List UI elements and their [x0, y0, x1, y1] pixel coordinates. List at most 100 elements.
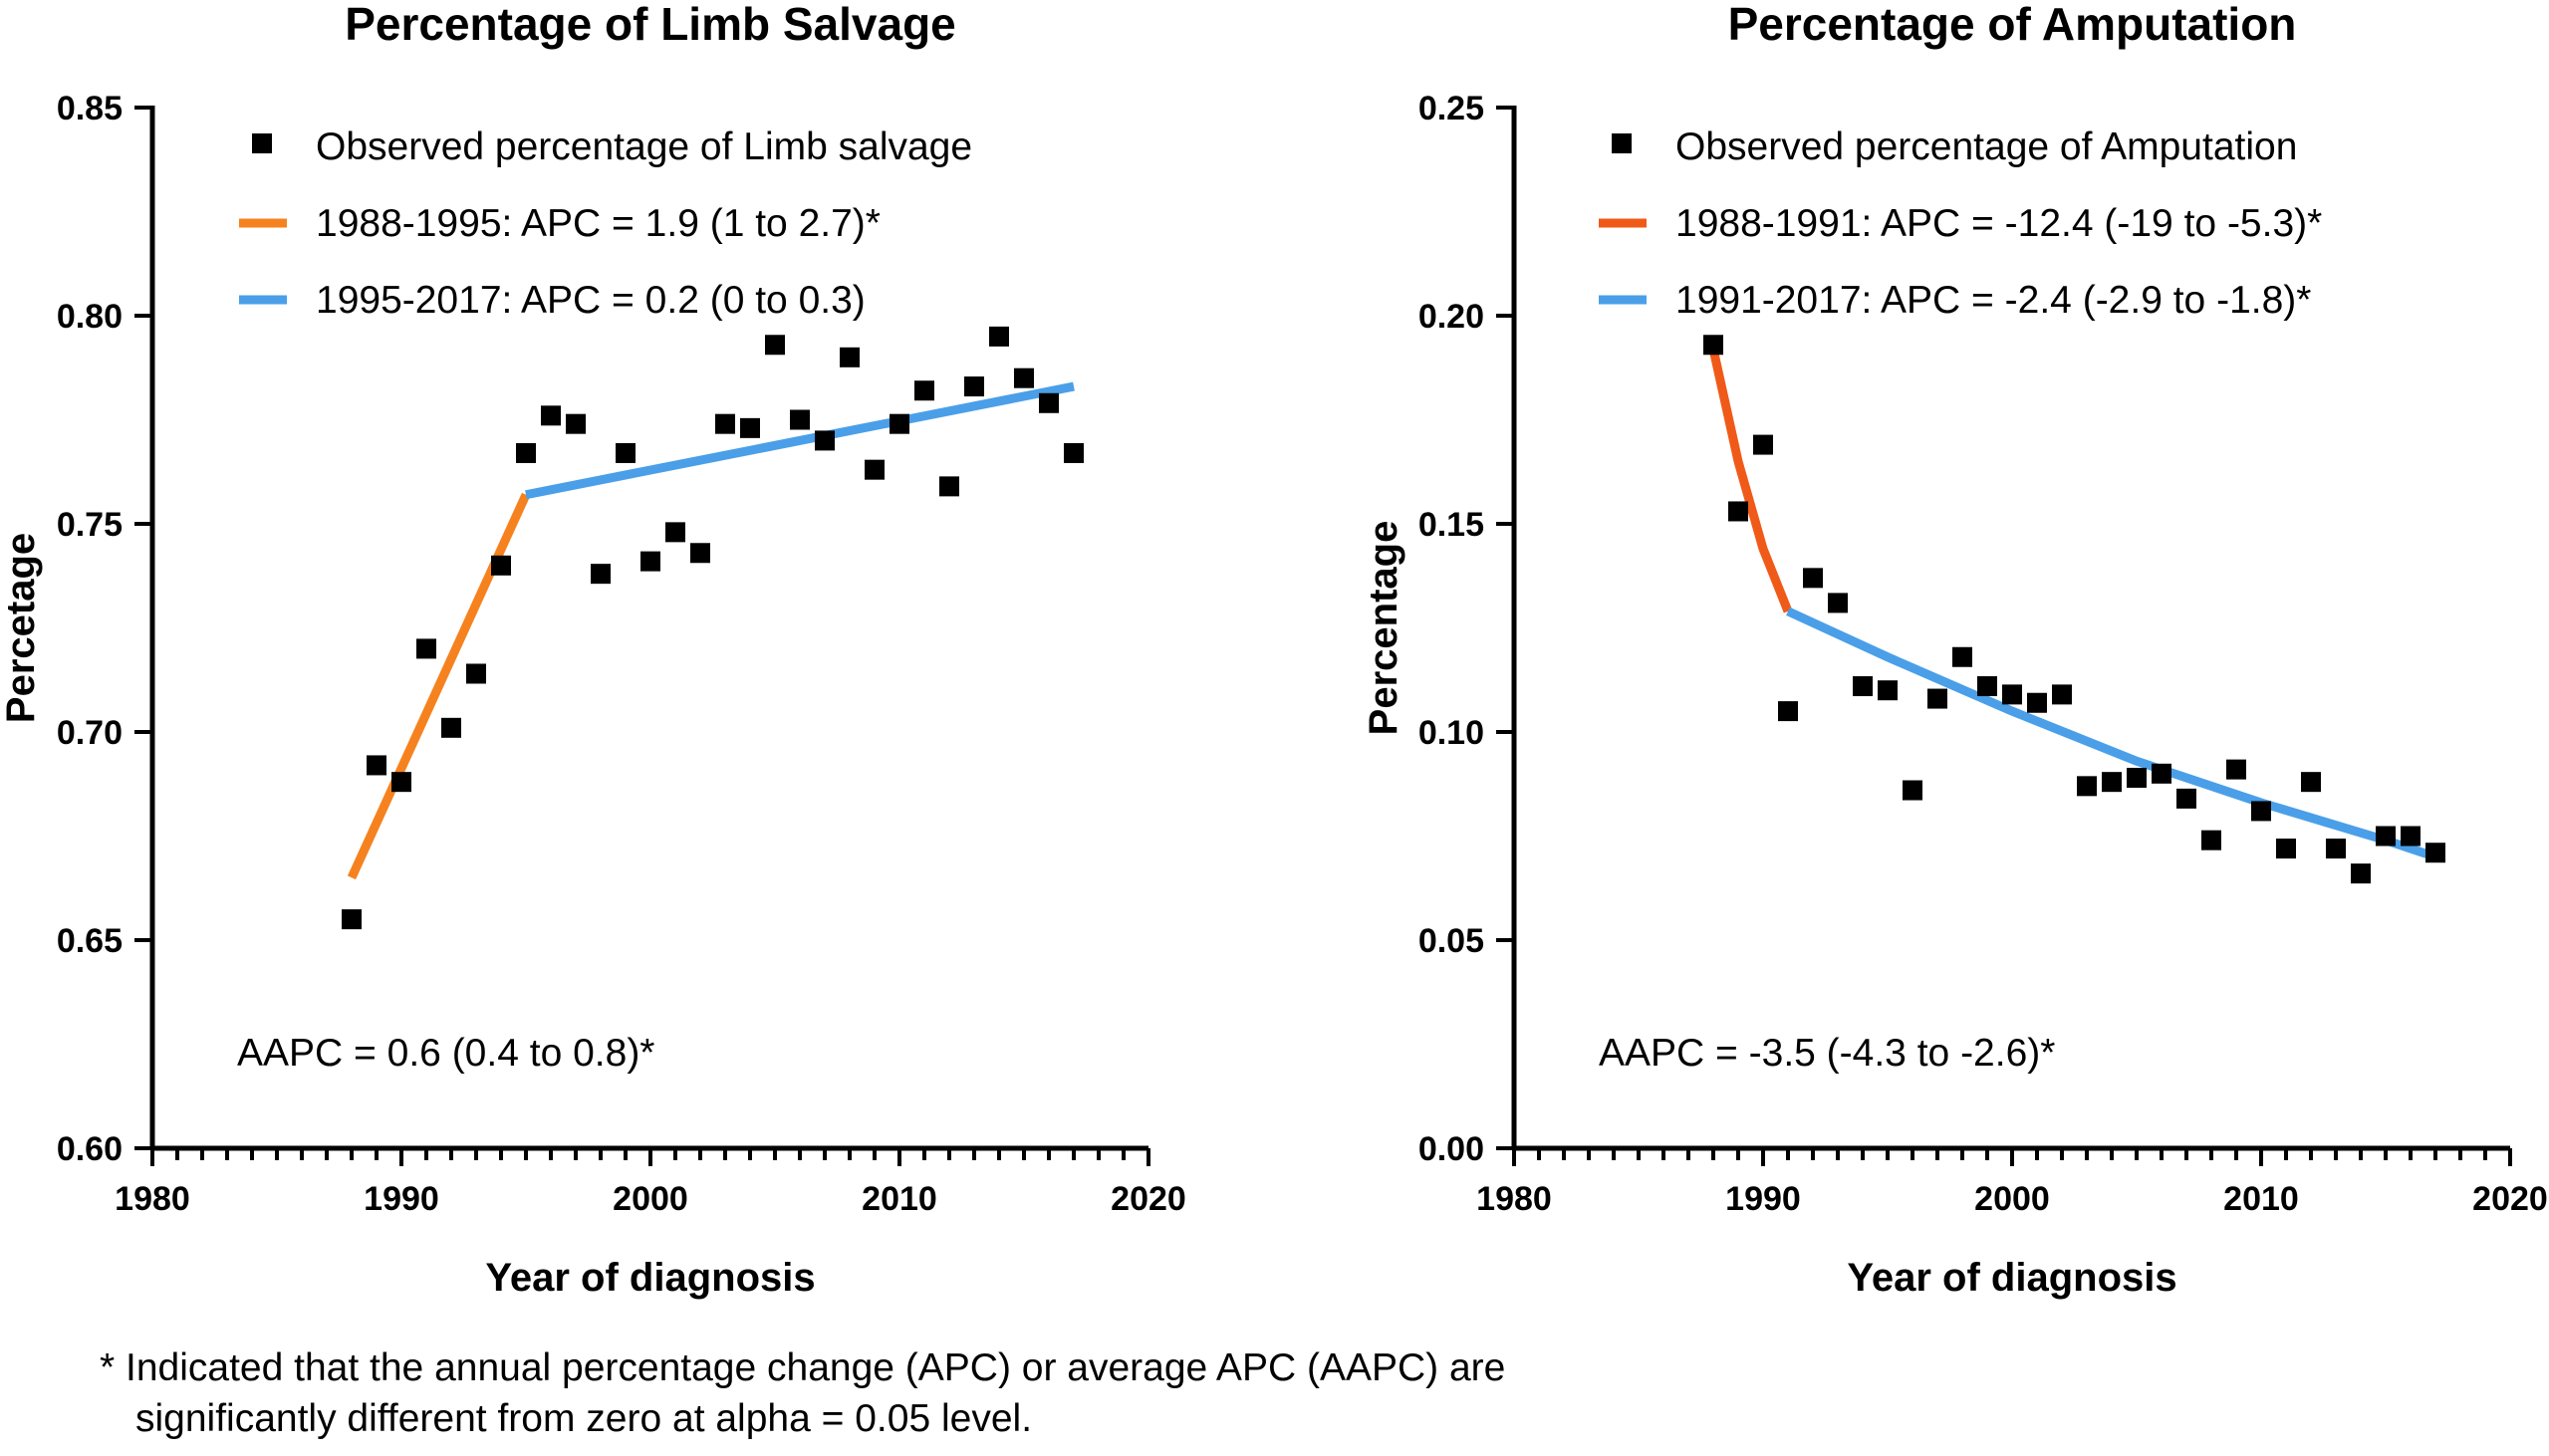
amputation-y-tick-label: 0.20 [1418, 298, 1484, 336]
amputation-data-point [1803, 568, 1823, 589]
limb-y-tick-label: 0.65 [57, 922, 123, 960]
limb-y-tick-label: 0.60 [57, 1130, 123, 1168]
amputation-data-point [2201, 830, 2221, 850]
amputation-chart-title: Percentage of Amputation [1728, 0, 2297, 50]
limb-data-point [616, 442, 636, 463]
amputation-data-point [2226, 759, 2246, 780]
amputation-data-point [2002, 684, 2022, 705]
amputation-y-axis-title: Percentage [1362, 521, 1405, 736]
limb-data-point [840, 347, 860, 367]
amputation-y-tick-label: 0.15 [1418, 506, 1484, 544]
limb-data-point [914, 380, 934, 401]
amputation-trend-line-2 [1786, 607, 2437, 861]
limb-x-tick-label: 2000 [613, 1180, 688, 1218]
limb-data-point [939, 476, 959, 497]
limb-x-tick-label: 2020 [1111, 1180, 1186, 1218]
limb-data-point [865, 459, 885, 480]
limb-chart-title: Percentage of Limb Salvage [345, 0, 956, 50]
limb-data-point [566, 413, 586, 434]
limb-data-point [416, 638, 436, 659]
limb-data-point [815, 430, 835, 451]
amputation-trend-line-1 [1708, 348, 1793, 613]
amputation-data-point [1952, 646, 1972, 667]
limb-legend-label: 1995-2017: APC = 0.2 (0 to 0.3) [316, 279, 866, 322]
amputation-data-point [2301, 772, 2321, 793]
footnote: * Indicated that the annual percentage c… [100, 1342, 1505, 1444]
limb-trend-line-2 [525, 381, 1075, 500]
limb-y-axis-title: Percetage [0, 533, 43, 723]
amputation-chart: Percentage of Amputation 0.00 0.05 0.10 0.15… [1362, 0, 2548, 1300]
amputation-data-point [1728, 501, 1748, 522]
amputation-data-point [2127, 767, 2147, 788]
limb-y-tick-label: 0.85 [57, 90, 123, 127]
amputation-y-tick-label: 0.00 [1418, 1130, 1484, 1168]
amputation-legend-label: 1991-2017: APC = -2.4 (-2.9 to -1.8)* [1675, 279, 2311, 322]
amputation-y-tick-label: 0.10 [1418, 714, 1484, 752]
limb-data-point [690, 543, 710, 564]
amputation-x-tick-label: 2010 [2223, 1180, 2299, 1218]
amputation-data-point [2376, 826, 2396, 847]
amputation-data-point [2425, 843, 2445, 863]
limb-data-point [466, 663, 486, 684]
amputation-y-tick-label: 0.05 [1418, 922, 1484, 960]
limb-data-point [989, 326, 1009, 347]
limb-legend-label: Observed percentage of Limb salvage [316, 125, 972, 168]
limb-data-point [516, 442, 536, 463]
amputation-legend-marker-points [1612, 133, 1632, 153]
footnote-line-2: significantly different from zero at alp… [135, 1397, 1033, 1440]
limb-x-axis-title: Year of diagnosis [485, 1256, 815, 1300]
limb-aapc-annotation: AAPC = 0.6 (0.4 to 0.8)* [237, 1032, 654, 1075]
amputation-data-point [2176, 788, 2196, 809]
limb-data-point [890, 413, 909, 434]
limb-data-point [342, 909, 362, 930]
limb-data-point [591, 564, 611, 585]
limb-data-point [1064, 442, 1084, 463]
amputation-data-point [2077, 776, 2097, 797]
limb-data-point [665, 522, 685, 543]
amputation-x-tick-label: 1990 [1725, 1180, 1801, 1218]
amputation-data-point [1753, 434, 1773, 455]
amputation-data-point [1853, 676, 1873, 697]
limb-legend-label: 1988-1995: APC = 1.9 (1 to 2.7)* [316, 202, 881, 245]
limb-data-point [391, 772, 411, 793]
amputation-data-point [2102, 772, 2122, 793]
limb-legend-marker-points [252, 133, 272, 153]
limb-data-point [790, 409, 810, 430]
limb-x-tick-label: 1990 [364, 1180, 439, 1218]
amputation-data-point [1927, 688, 1947, 709]
amputation-x-tick-label: 1980 [1476, 1180, 1552, 1218]
amputation-legend-label: Observed percentage of Amputation [1675, 125, 2297, 168]
limb-data-point [765, 335, 785, 356]
limb-data-point [541, 405, 561, 426]
amputation-data-point [2152, 763, 2171, 784]
amputation-x-axis-title: Year of diagnosis [1847, 1256, 2176, 1300]
amputation-x-tick-label: 2000 [1974, 1180, 2050, 1218]
limb-x-tick-label: 1980 [115, 1180, 190, 1218]
amputation-data-point [1977, 676, 1997, 697]
limb-y-tick-label: 0.80 [57, 298, 123, 336]
amputation-data-point [1703, 335, 1723, 356]
amputation-data-point [2052, 684, 2072, 705]
limb-salvage-chart: Percentage of Limb Salvage 0.60 0.65 0.70 0.… [0, 0, 1186, 1300]
limb-data-point [367, 755, 386, 776]
limb-trend-line-1 [347, 492, 531, 880]
amputation-x-tick-label: 2020 [2472, 1180, 2548, 1218]
limb-data-point [1039, 392, 1059, 413]
amputation-data-point [2276, 839, 2296, 859]
limb-y-tick-label: 0.75 [57, 506, 123, 544]
amputation-data-point [2027, 692, 2047, 713]
amputation-legend-label: 1988-1991: APC = -12.4 (-19 to -5.3)* [1675, 202, 2322, 245]
amputation-data-point [1828, 593, 1848, 613]
limb-x-tick-label: 2010 [862, 1180, 937, 1218]
limb-data-point [964, 376, 984, 397]
amputation-data-point [2326, 839, 2346, 859]
amputation-data-point [1778, 701, 1798, 722]
limb-data-point [715, 413, 735, 434]
limb-y-tick-label: 0.70 [57, 714, 123, 752]
amputation-data-point [1903, 780, 1922, 801]
amputation-data-point [2401, 826, 2421, 847]
limb-data-point [491, 555, 511, 576]
limb-data-point [1014, 367, 1034, 388]
amputation-aapc-annotation: AAPC = -3.5 (-4.3 to -2.6)* [1599, 1032, 2055, 1075]
